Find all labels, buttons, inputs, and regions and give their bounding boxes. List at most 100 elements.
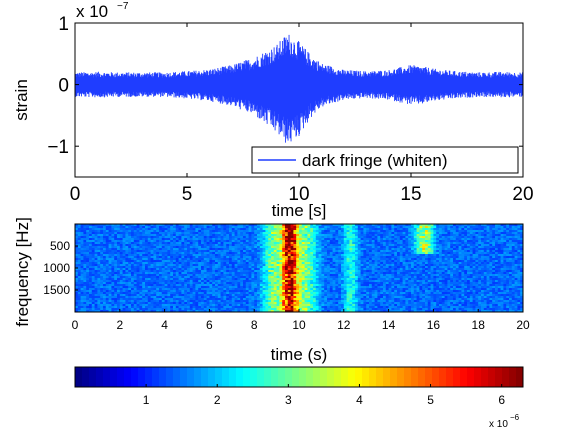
spectrogram-cell [212,274,216,277]
spectrogram-cell [287,294,291,297]
spectrogram-cell [385,270,389,273]
spectrogram-cell [265,256,269,259]
spectrogram-cell [377,310,381,313]
spectrogram-cell [307,240,311,243]
spectrogram-cell [273,284,277,287]
spectrogram-cell [161,224,165,227]
spectrogram-cell [245,310,249,313]
spectrogram-cell [321,258,325,261]
spectrogram-cell [75,294,79,297]
spectrogram-cell [279,260,283,263]
spectrogram-cell [343,304,347,307]
spectrogram-cell [371,306,375,309]
spectrogram-cell [388,224,392,227]
spectrogram-cell [178,262,182,265]
spectrogram-cell [282,310,286,313]
spectrogram-cell [111,262,115,265]
spectrogram-cell [321,302,325,305]
spectrogram-cell [229,250,233,253]
spectrogram-cell [341,252,345,255]
spectrogram-cell [307,266,311,269]
spectrogram-cell [117,258,121,261]
spectrogram-cell [136,294,140,297]
spectrogram-cell [282,234,286,237]
spectrogram-cell [173,308,177,311]
spectrogram-cell [310,252,314,255]
spectrogram-cell [150,298,154,301]
spectrogram-cell [388,280,392,283]
spectrogram-cell [145,276,149,279]
spectrogram-cell [201,310,205,313]
spectrogram-cell [226,262,230,265]
spectrogram-cell [128,250,132,253]
spectrogram-cell [299,268,303,271]
spectrogram-cell [139,276,143,279]
spectrogram-cell [287,266,291,269]
spectrogram-cell [220,298,224,301]
spectrogram-cell [153,276,157,279]
spectrogram-cell [234,268,238,271]
spectrogram-cell [343,232,347,235]
spectrogram-cell [279,298,283,301]
spectrogram-cell [315,306,319,309]
spectrogram-cell [187,234,191,237]
spectrogram-cell [181,272,185,275]
spectrogram-cell [352,288,356,291]
spectrogram-cell [131,298,135,301]
spectrogram-cell [86,228,90,231]
spectrogram-cell [178,238,182,241]
spectrogram-cell [248,252,252,255]
spectrogram-cell [357,226,361,229]
spectrogram-cell [259,238,263,241]
spectrogram-cell [304,264,308,267]
spectrogram-cell [276,254,280,257]
spectrogram-cell [248,224,252,227]
spectrogram-cell [327,262,331,265]
spectrogram-cell [259,304,263,307]
spectrogram-cell [313,284,317,287]
spectrogram-cell [374,280,378,283]
spectrogram-cell [195,252,199,255]
spectrogram-cell [240,280,244,283]
spectrogram-cell [355,242,359,245]
spectrogram-cell [363,266,367,269]
spectrogram-cell [142,230,146,233]
spectrogram-cell [245,276,249,279]
spectrogram-cell [346,296,350,299]
spectrogram-cell [352,308,356,311]
spectrogram-cell [290,304,294,307]
spectrogram-cell [321,254,325,257]
spectrogram-cell [142,224,146,227]
spectrogram-cell [335,224,339,227]
spectrogram-cell [240,228,244,231]
spectrogram-cell [147,240,151,243]
spectrogram-cell [296,262,300,265]
spectrogram-cell [94,286,98,289]
spectrogram-cell [86,244,90,247]
spectrogram-cell [287,270,291,273]
spectrogram-cell [307,228,311,231]
spectrogram-cell [145,268,149,271]
spectrogram-cell [226,236,230,239]
spectrogram-cell [262,250,266,253]
spectrogram-cell [119,292,123,295]
spectrogram-cell [198,252,202,255]
spectrogram-cell [385,300,389,303]
spectrogram-cell [195,270,199,273]
spectrogram-cell [355,274,359,277]
spectrogram-cell [226,238,230,241]
spectrogram-cell [346,244,350,247]
spectrogram-cell [150,286,154,289]
spectrogram-cell [139,282,143,285]
spectrogram-cell [201,304,205,307]
spectrogram-cell [111,310,115,313]
spectrogram-cell [237,260,241,263]
spectrogram-cell [217,244,221,247]
spectrogram-cell [299,270,303,273]
spectrogram-cell [371,268,375,271]
spectrogram-cell [198,226,202,229]
spectrogram-cell [212,278,216,281]
spectrogram-cell [167,306,171,309]
spectrogram-cell [189,302,193,305]
